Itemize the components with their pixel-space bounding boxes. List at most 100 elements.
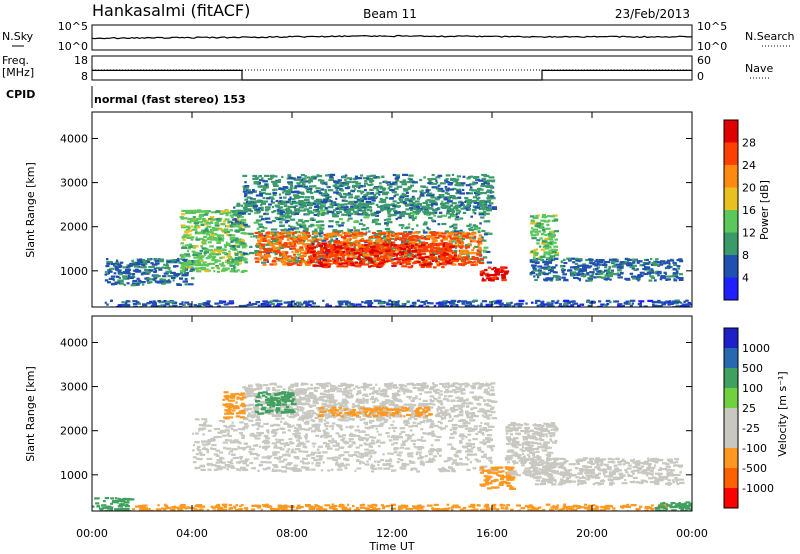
- power-region-1-cell: [116, 263, 122, 266]
- power-region-1-cell: [129, 263, 132, 266]
- power-region-3-cell: [386, 221, 393, 224]
- power-region-3-cell: [387, 240, 392, 243]
- power-region-6-cell: [354, 212, 360, 216]
- power-region-6-cell: [356, 198, 362, 201]
- power-region-3-cell: [375, 242, 380, 245]
- power-region-6-cell: [405, 203, 411, 206]
- power-region-6-cell: [380, 198, 387, 201]
- power-region-3-cell: [483, 220, 490, 223]
- power-region-5-cell: [357, 249, 362, 252]
- power-region-6-cell: [298, 195, 305, 199]
- power-region-5-cell: [329, 247, 335, 250]
- power-region-2-cell: [228, 252, 231, 256]
- power-region-6-cell: [455, 182, 462, 185]
- power-region-5-cell: [446, 243, 453, 246]
- power-region-6-cell: [379, 182, 382, 185]
- power-region-4-cell: [432, 256, 438, 259]
- power-region-3-cell: [360, 219, 363, 222]
- power-region-4-cell: [434, 238, 437, 241]
- power-region-8-cell: [538, 271, 541, 274]
- power-region-6-cell: [306, 191, 312, 194]
- power-region-3-cell: [459, 240, 464, 243]
- power-region-3-cell: [305, 201, 311, 204]
- power-region-0-cell: [450, 299, 457, 302]
- power-region-6-cell: [261, 189, 266, 192]
- power-region-9-cell: [542, 245, 549, 249]
- power-region-6-cell: [302, 205, 307, 208]
- power-region-0-cell: [169, 301, 174, 304]
- power-region-8-cell: [677, 267, 680, 270]
- power-region-3-cell: [319, 235, 323, 238]
- power-region-3-cell: [482, 208, 485, 211]
- power-region-1-cell: [118, 264, 123, 267]
- power-region-3-cell: [233, 218, 237, 221]
- power-region-3-cell: [255, 219, 262, 222]
- power-region-4-cell: [276, 246, 280, 249]
- power-region-5-cell: [369, 249, 374, 252]
- power-region-6-cell: [283, 189, 288, 192]
- power-region-9-cell: [542, 240, 547, 243]
- power-region-0-cell: [338, 304, 341, 307]
- power-region-4-cell: [282, 243, 288, 246]
- power-region-5-cell: [376, 243, 379, 247]
- velocity-region-0-cell: [110, 507, 113, 510]
- power-region-5-cell: [354, 244, 357, 247]
- power-region-6-cell: [245, 189, 249, 192]
- power-region-3-cell: [441, 204, 445, 207]
- power-region-0-cell: [266, 304, 272, 307]
- power-region-4-cell: [332, 233, 338, 236]
- power-region-3-cell: [320, 209, 326, 212]
- power-region-3-cell: [380, 237, 386, 240]
- power-region-6-cell: [460, 207, 464, 210]
- power-region-6-cell: [486, 189, 493, 192]
- power-region-4-cell: [476, 260, 481, 263]
- power-region-6-cell: [339, 208, 344, 211]
- power-region-4-cell: [281, 259, 284, 262]
- power-region-3-cell: [419, 204, 422, 207]
- power-region-1-cell: [166, 260, 170, 263]
- power-region-6-cell: [445, 202, 449, 205]
- power-region-9-cell: [530, 234, 536, 237]
- power-region-5-cell: [377, 258, 380, 261]
- power-region-1-cell: [165, 280, 171, 283]
- power-region-0-cell: [273, 305, 277, 307]
- power-region-8-cell: [657, 274, 660, 277]
- power-region-0-cell: [306, 303, 312, 306]
- power-region-2-cell: [234, 263, 238, 266]
- power-region-6-cell: [470, 175, 474, 178]
- power-region-4-cell: [282, 263, 287, 266]
- power-region-0-cell: [657, 299, 661, 302]
- power-region-8-cell: [653, 271, 657, 274]
- power-region-3-cell: [482, 249, 487, 252]
- power-region-3-cell: [470, 215, 473, 218]
- power-region-2-cell: [199, 255, 205, 258]
- power-region-0-cell: [135, 302, 141, 305]
- power-region-1-cell: [161, 282, 166, 285]
- power-region-4-cell: [265, 236, 269, 239]
- freq-tick-bottom: 8: [81, 70, 88, 83]
- power-region-9-cell: [552, 214, 558, 217]
- power-region-3-cell: [270, 231, 274, 234]
- power-region-0-cell: [638, 300, 645, 303]
- power-region-6-cell: [366, 192, 372, 195]
- power-region-0-cell: [461, 302, 466, 305]
- power-region-3-cell: [399, 211, 402, 214]
- power-region-4-cell: [344, 245, 351, 248]
- power-region-6-cell: [481, 183, 486, 186]
- power-region-5-cell: [363, 250, 370, 253]
- power-region-5-cell: [326, 245, 330, 249]
- power-region-2-cell: [186, 265, 190, 268]
- power-region-8-cell: [548, 278, 553, 281]
- power-region-1-cell: [133, 283, 140, 286]
- power-region-8-cell: [572, 257, 579, 260]
- power-region-3-cell: [408, 216, 412, 219]
- power-region-4-cell: [310, 255, 315, 258]
- power-region-6-cell: [262, 187, 267, 190]
- power-region-4-cell: [273, 250, 276, 253]
- power-region-1-cell: [116, 259, 119, 262]
- power-region-5-cell: [348, 260, 354, 263]
- power-region-5-cell: [326, 244, 330, 247]
- power-region-5-cell: [340, 251, 345, 254]
- power-region-7-cell: [494, 268, 498, 271]
- power-region-2-cell: [187, 250, 189, 253]
